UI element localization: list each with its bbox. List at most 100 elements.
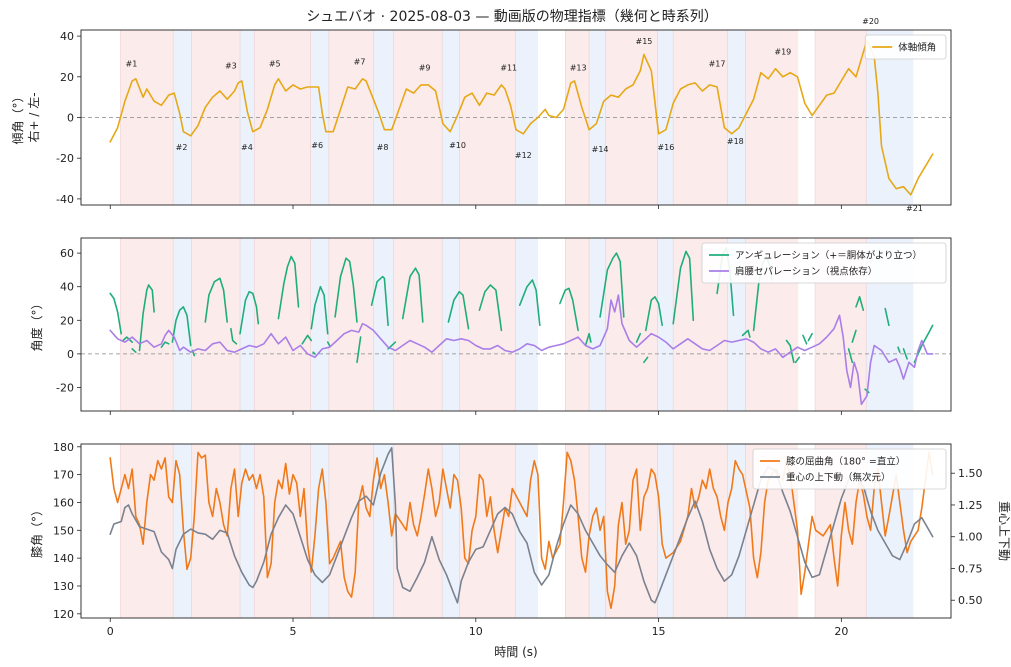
y-right-tick-label: 1.50 xyxy=(958,467,983,480)
y-tick-label: 120 xyxy=(53,608,74,621)
phase-band xyxy=(120,238,174,411)
y-axis-label: 傾角（°） xyxy=(11,90,25,144)
y-right-tick-label: 0.75 xyxy=(958,562,983,575)
series-line-2 xyxy=(109,447,934,604)
series-line-1 xyxy=(584,332,592,347)
y-right-tick-label: 1.25 xyxy=(958,499,983,512)
series-line-1 xyxy=(138,284,155,352)
series-line-1 xyxy=(643,356,649,364)
y-axis-label-sub: 右+ / 左- xyxy=(26,92,41,142)
phase-band xyxy=(328,238,374,411)
event-label: #11 xyxy=(500,64,517,73)
series-line-1 xyxy=(171,306,192,347)
series-line-1 xyxy=(802,334,808,345)
phase-band xyxy=(565,444,590,618)
phase-band xyxy=(240,444,255,618)
phase-band xyxy=(373,238,394,411)
x-axis-label: 時間 (s) xyxy=(494,645,537,659)
event-label: #5 xyxy=(269,60,281,69)
series-line-1 xyxy=(518,279,541,327)
event-label: #20 xyxy=(862,17,879,26)
series-line-1 xyxy=(109,292,122,335)
phase-band xyxy=(515,444,538,618)
series-line-1 xyxy=(478,284,503,332)
phase-band xyxy=(673,444,728,618)
y-tick-label: 40 xyxy=(60,30,74,43)
legend-box xyxy=(864,34,947,60)
y-tick-label: -20 xyxy=(56,152,74,165)
series-line-1 xyxy=(559,287,579,332)
series-line-1 xyxy=(312,351,316,355)
series-line-1 xyxy=(356,336,362,364)
series-line-1 xyxy=(847,348,854,364)
series-line-1 xyxy=(310,285,329,335)
y-tick-label: 140 xyxy=(53,552,74,565)
x-tick-label: 5 xyxy=(290,625,297,638)
y-tick-label: 0 xyxy=(67,348,74,361)
series-line-1 xyxy=(160,341,170,348)
phase-band xyxy=(459,238,516,411)
event-label: #3 xyxy=(225,62,237,71)
event-label: #8 xyxy=(377,143,389,152)
series-line-1 xyxy=(301,334,313,345)
phase-band xyxy=(240,238,255,411)
series-line-1 xyxy=(635,332,642,343)
phase-band xyxy=(565,30,590,205)
series-line-1 xyxy=(131,348,137,353)
plot-frame xyxy=(80,443,952,619)
event-label: #19 xyxy=(774,47,791,56)
phase-band xyxy=(310,444,329,618)
panel-2: -20 0 20 40 60 角度（°） アンギュレーション（+＝胴体がより立つ） 肩腰セパレ… xyxy=(29,237,952,415)
series-line-1 xyxy=(204,277,228,323)
phase-band xyxy=(310,238,329,411)
event-label: #16 xyxy=(657,143,674,152)
series-line-1 xyxy=(447,290,470,330)
phase-band xyxy=(240,30,255,205)
chart-title: シュエバオ · 2025-08-03 — 動画版の物理指標（幾何と時系列） xyxy=(306,9,718,25)
phase-band xyxy=(589,30,606,205)
legend: 体軸傾角 xyxy=(864,34,947,60)
event-label: #18 xyxy=(727,137,744,146)
x-tick-label: 0 xyxy=(107,625,114,638)
y-right-tick-label: 0.50 xyxy=(958,594,983,607)
series-line-1 xyxy=(794,356,801,364)
series-line-1 xyxy=(599,252,625,318)
phase-band xyxy=(393,238,443,411)
series-line-1 xyxy=(807,332,813,342)
series-line-1 xyxy=(326,341,331,347)
y-axis-label: 膝角（°） xyxy=(30,504,44,558)
phase-band xyxy=(727,30,746,205)
event-label: #12 xyxy=(515,151,532,160)
phase-band xyxy=(442,238,460,411)
series-line-1 xyxy=(230,327,238,345)
phase-band xyxy=(657,444,674,618)
legend-entry-2: 重心の上下動（無次元） xyxy=(786,472,891,484)
series-line-1 xyxy=(851,329,857,343)
y-tick-label: -40 xyxy=(56,193,74,206)
series-line-1 xyxy=(897,346,901,353)
y-tick-label: 150 xyxy=(53,524,74,537)
y-axis-label: 角度（°） xyxy=(29,297,44,351)
event-label: #1 xyxy=(126,60,138,69)
series-line-1 xyxy=(122,336,133,343)
y-tick-label: 0 xyxy=(67,112,74,125)
phase-band xyxy=(173,444,192,618)
series-line-1 xyxy=(109,39,934,196)
event-label: #2 xyxy=(176,143,188,152)
y-tick-label: 60 xyxy=(60,247,74,260)
legend: アンギュレーション（+＝胴体がより立つ） 肩腰セパレーション（視点依存） xyxy=(701,242,947,284)
series-line-1 xyxy=(645,296,663,332)
y-tick-label: 20 xyxy=(60,71,74,84)
phase-band xyxy=(254,444,311,618)
event-label: #10 xyxy=(449,141,466,150)
series-line-1 xyxy=(334,257,358,323)
x-tick-label: 10 xyxy=(469,625,483,638)
y-tick-label: 170 xyxy=(53,469,74,482)
event-label: #7 xyxy=(354,58,366,67)
phase-band xyxy=(173,238,192,411)
series-line-1 xyxy=(855,296,865,311)
legend-box xyxy=(752,448,947,490)
event-label: #13 xyxy=(570,64,587,73)
phase-band xyxy=(605,238,658,411)
